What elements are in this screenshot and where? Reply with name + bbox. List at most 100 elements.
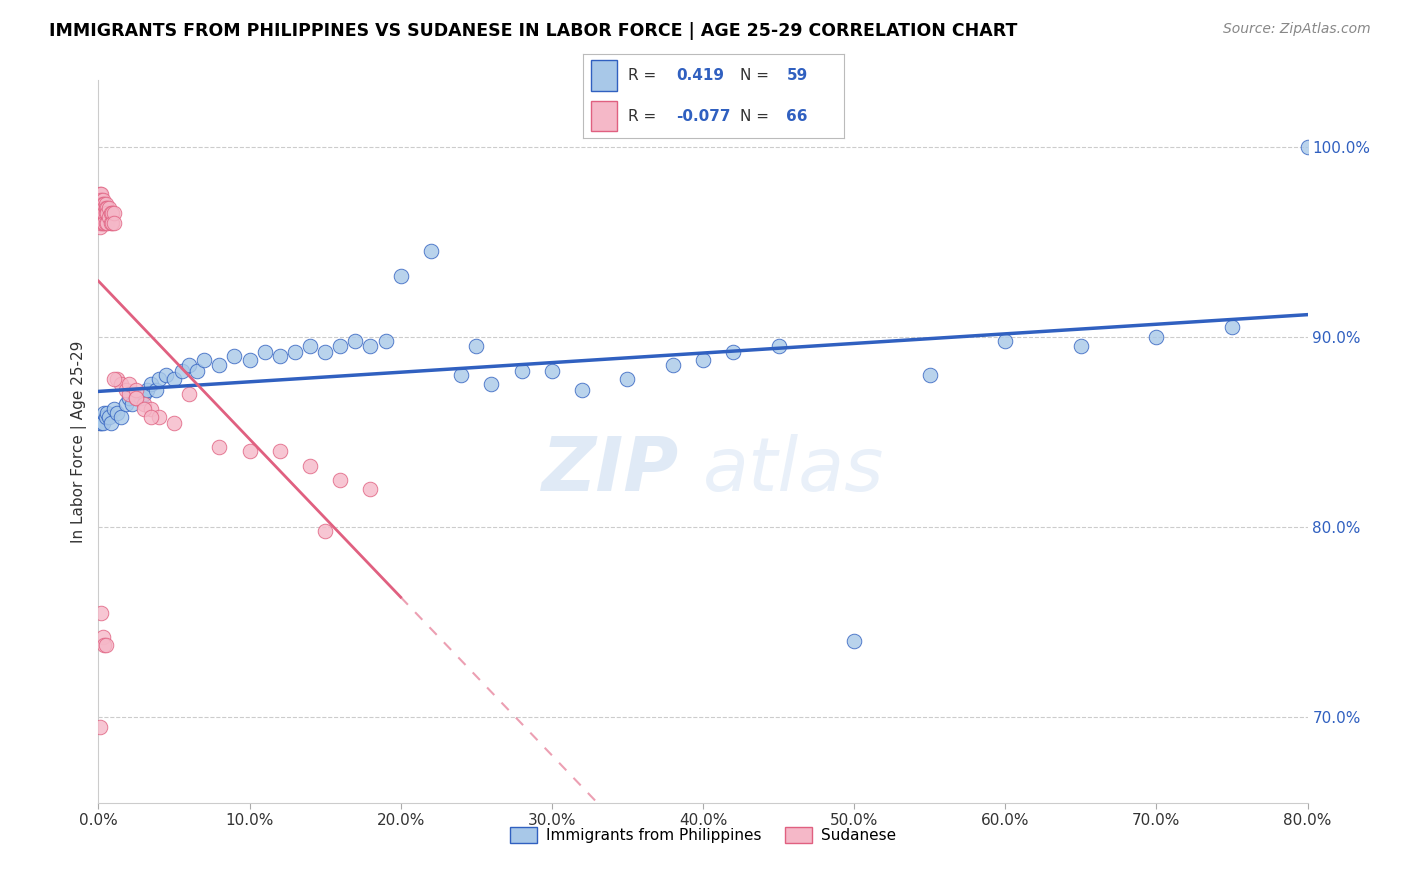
- Point: [918, 368, 941, 382]
- Point: [125, 383, 148, 397]
- Point: [299, 459, 322, 474]
- Point: [129, 391, 152, 405]
- Point: [98, 201, 121, 215]
- Point: [89, 201, 111, 215]
- Point: [103, 206, 125, 220]
- Point: [661, 359, 683, 373]
- Point: [103, 372, 125, 386]
- Point: [125, 387, 148, 401]
- Text: R =: R =: [627, 68, 661, 83]
- Point: [420, 244, 443, 259]
- Point: [193, 352, 215, 367]
- Point: [94, 638, 117, 652]
- Point: [571, 383, 593, 397]
- Point: [93, 638, 115, 652]
- Point: [465, 339, 488, 353]
- Point: [89, 416, 111, 430]
- Point: [91, 631, 114, 645]
- Point: [93, 216, 115, 230]
- Point: [105, 372, 128, 386]
- Point: [208, 440, 231, 454]
- Point: [1296, 140, 1319, 154]
- Point: [132, 396, 155, 410]
- Point: [96, 201, 118, 215]
- Point: [616, 372, 638, 386]
- Point: [314, 345, 336, 359]
- Point: [374, 334, 396, 348]
- Legend: Immigrants from Philippines, Sudanese: Immigrants from Philippines, Sudanese: [503, 822, 903, 849]
- Point: [101, 206, 124, 220]
- Text: 59: 59: [786, 68, 807, 83]
- Point: [98, 210, 121, 224]
- Point: [89, 193, 111, 207]
- Point: [239, 352, 262, 367]
- Text: N =: N =: [740, 109, 773, 124]
- Point: [540, 364, 562, 378]
- Point: [89, 720, 111, 734]
- Point: [118, 391, 141, 405]
- Point: [89, 210, 111, 224]
- Point: [768, 339, 790, 353]
- Point: [89, 197, 111, 211]
- Point: [141, 402, 163, 417]
- Point: [135, 383, 157, 397]
- Point: [89, 206, 111, 220]
- Point: [101, 216, 124, 230]
- FancyBboxPatch shape: [592, 101, 617, 131]
- Point: [96, 216, 118, 230]
- Point: [98, 409, 121, 424]
- Text: R =: R =: [627, 109, 661, 124]
- Point: [1144, 330, 1167, 344]
- Point: [844, 634, 866, 648]
- Point: [90, 216, 112, 230]
- Point: [96, 206, 118, 220]
- Point: [186, 364, 208, 378]
- FancyBboxPatch shape: [592, 61, 617, 91]
- Point: [93, 197, 115, 211]
- Y-axis label: In Labor Force | Age 25-29: In Labor Force | Age 25-29: [72, 341, 87, 542]
- Point: [269, 444, 291, 458]
- Point: [103, 216, 125, 230]
- Point: [118, 387, 141, 401]
- Point: [314, 524, 336, 538]
- Point: [90, 416, 112, 430]
- Point: [100, 216, 122, 230]
- Point: [179, 359, 201, 373]
- Point: [91, 193, 114, 207]
- Text: IMMIGRANTS FROM PHILIPPINES VS SUDANESE IN LABOR FORCE | AGE 25-29 CORRELATION C: IMMIGRANTS FROM PHILIPPINES VS SUDANESE …: [49, 22, 1018, 40]
- Point: [253, 345, 276, 359]
- Point: [90, 201, 112, 215]
- Point: [125, 391, 148, 405]
- Point: [100, 206, 122, 220]
- Point: [299, 339, 322, 353]
- Point: [91, 201, 114, 215]
- Point: [90, 606, 112, 620]
- Point: [344, 334, 367, 348]
- Point: [89, 216, 111, 230]
- Point: [692, 352, 714, 367]
- Point: [148, 409, 170, 424]
- Point: [360, 339, 382, 353]
- Point: [141, 377, 163, 392]
- Point: [96, 406, 118, 420]
- Point: [121, 396, 143, 410]
- Point: [105, 406, 128, 420]
- Point: [1070, 339, 1092, 353]
- Point: [179, 387, 201, 401]
- Point: [91, 206, 114, 220]
- Point: [510, 364, 533, 378]
- Point: [90, 197, 112, 211]
- Point: [125, 391, 148, 405]
- Point: [208, 359, 231, 373]
- Point: [100, 416, 122, 430]
- Point: [1220, 320, 1243, 334]
- Point: [450, 368, 472, 382]
- Point: [89, 219, 111, 234]
- Point: [329, 339, 352, 353]
- Point: [89, 187, 111, 202]
- Point: [145, 383, 167, 397]
- Point: [114, 383, 136, 397]
- Point: [93, 201, 115, 215]
- Text: ZIP: ZIP: [541, 434, 679, 507]
- Point: [132, 402, 155, 417]
